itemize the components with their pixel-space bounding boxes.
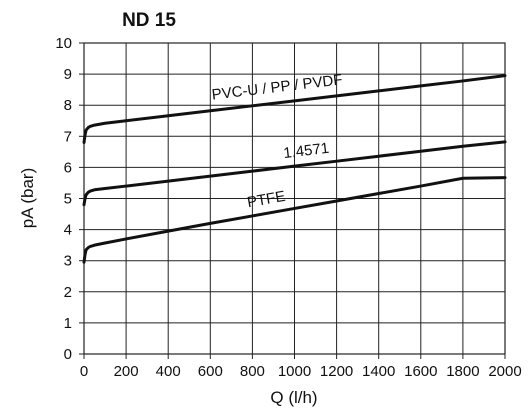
series-lines <box>82 74 507 264</box>
y-tick-label: 9 <box>64 66 72 83</box>
x-tick-label: 1800 <box>446 363 479 380</box>
y-tick-label: 4 <box>64 222 72 239</box>
x-tick-label: 200 <box>114 363 139 380</box>
x-tick-label: 1000 <box>278 363 311 380</box>
y-tick-label: 2 <box>64 284 72 301</box>
series-label-1: 1.4571 <box>282 140 330 162</box>
x-tick-label: 0 <box>80 363 88 380</box>
series-line-0 <box>82 74 507 145</box>
x-tick-label: 400 <box>156 363 181 380</box>
y-tick-label: 0 <box>64 346 72 363</box>
x-axis-label: Q (l/h) <box>270 388 317 407</box>
x-tick-label: 800 <box>240 363 265 380</box>
x-tick-label: 600 <box>198 363 223 380</box>
x-tick-label: 1600 <box>404 363 437 380</box>
series-line-1 <box>82 140 507 207</box>
series-line-2 <box>82 176 507 264</box>
y-tick-label: 10 <box>55 35 72 52</box>
y-tick-label: 5 <box>64 191 72 208</box>
y-tick-label: 6 <box>64 159 72 176</box>
y-tick-label: 8 <box>64 97 72 114</box>
axes: 0 200 400 600 800 1000 1200 1400 1600 1800 2000 0 1 2… <box>55 35 521 380</box>
x-tick-label: 2000 <box>488 363 521 380</box>
series-label-2: PTFE <box>246 188 287 211</box>
x-tick-label: 1400 <box>362 363 395 380</box>
y-tick-label: 1 <box>64 315 72 332</box>
chart-title: ND 15 <box>122 10 176 31</box>
y-tick-label: 7 <box>64 128 72 145</box>
y-axis-label: pA (bar) <box>18 168 37 228</box>
y-tick-label: 3 <box>64 253 72 270</box>
x-tick-label: 1200 <box>320 363 353 380</box>
